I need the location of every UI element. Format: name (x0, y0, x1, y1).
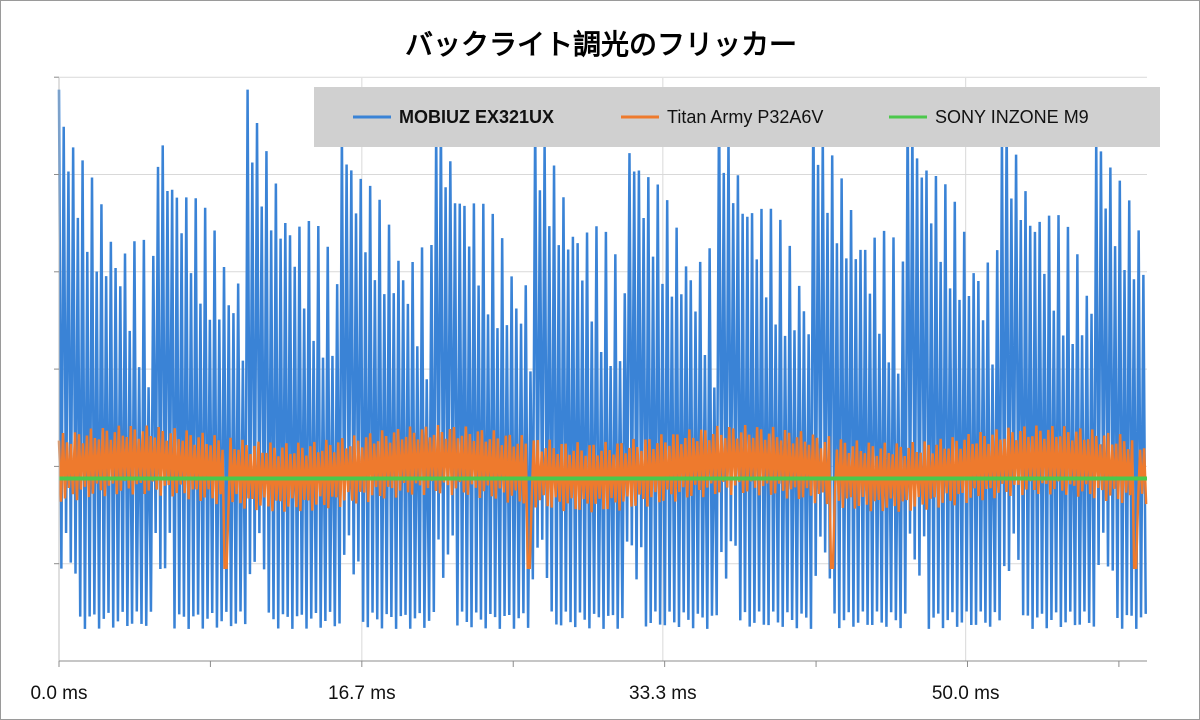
legend-label: MOBIUZ EX321UX (399, 107, 554, 127)
series-layer (57, 89, 1148, 629)
chart-title: バックライト調光のフリッカー (404, 28, 797, 61)
legend-label: Titan Army P32A6V (667, 107, 823, 127)
x-tick-label: 33.3 ms (629, 683, 697, 704)
series-line-mobiuz (57, 89, 1147, 629)
x-axis: 0.0 ms 16.7 ms 33.3 ms 50.0 ms (30, 76, 1147, 704)
legend-label: SONY INZONE M9 (935, 107, 1089, 127)
legend: MOBIUZ EX321UX Titan Army P32A6V SONY INZO… (314, 87, 1160, 147)
x-tick-label: 0.0 ms (30, 683, 87, 704)
legend-box (314, 87, 1160, 147)
x-tick-label: 50.0 ms (932, 683, 1000, 704)
x-tick-label: 16.7 ms (328, 683, 396, 704)
